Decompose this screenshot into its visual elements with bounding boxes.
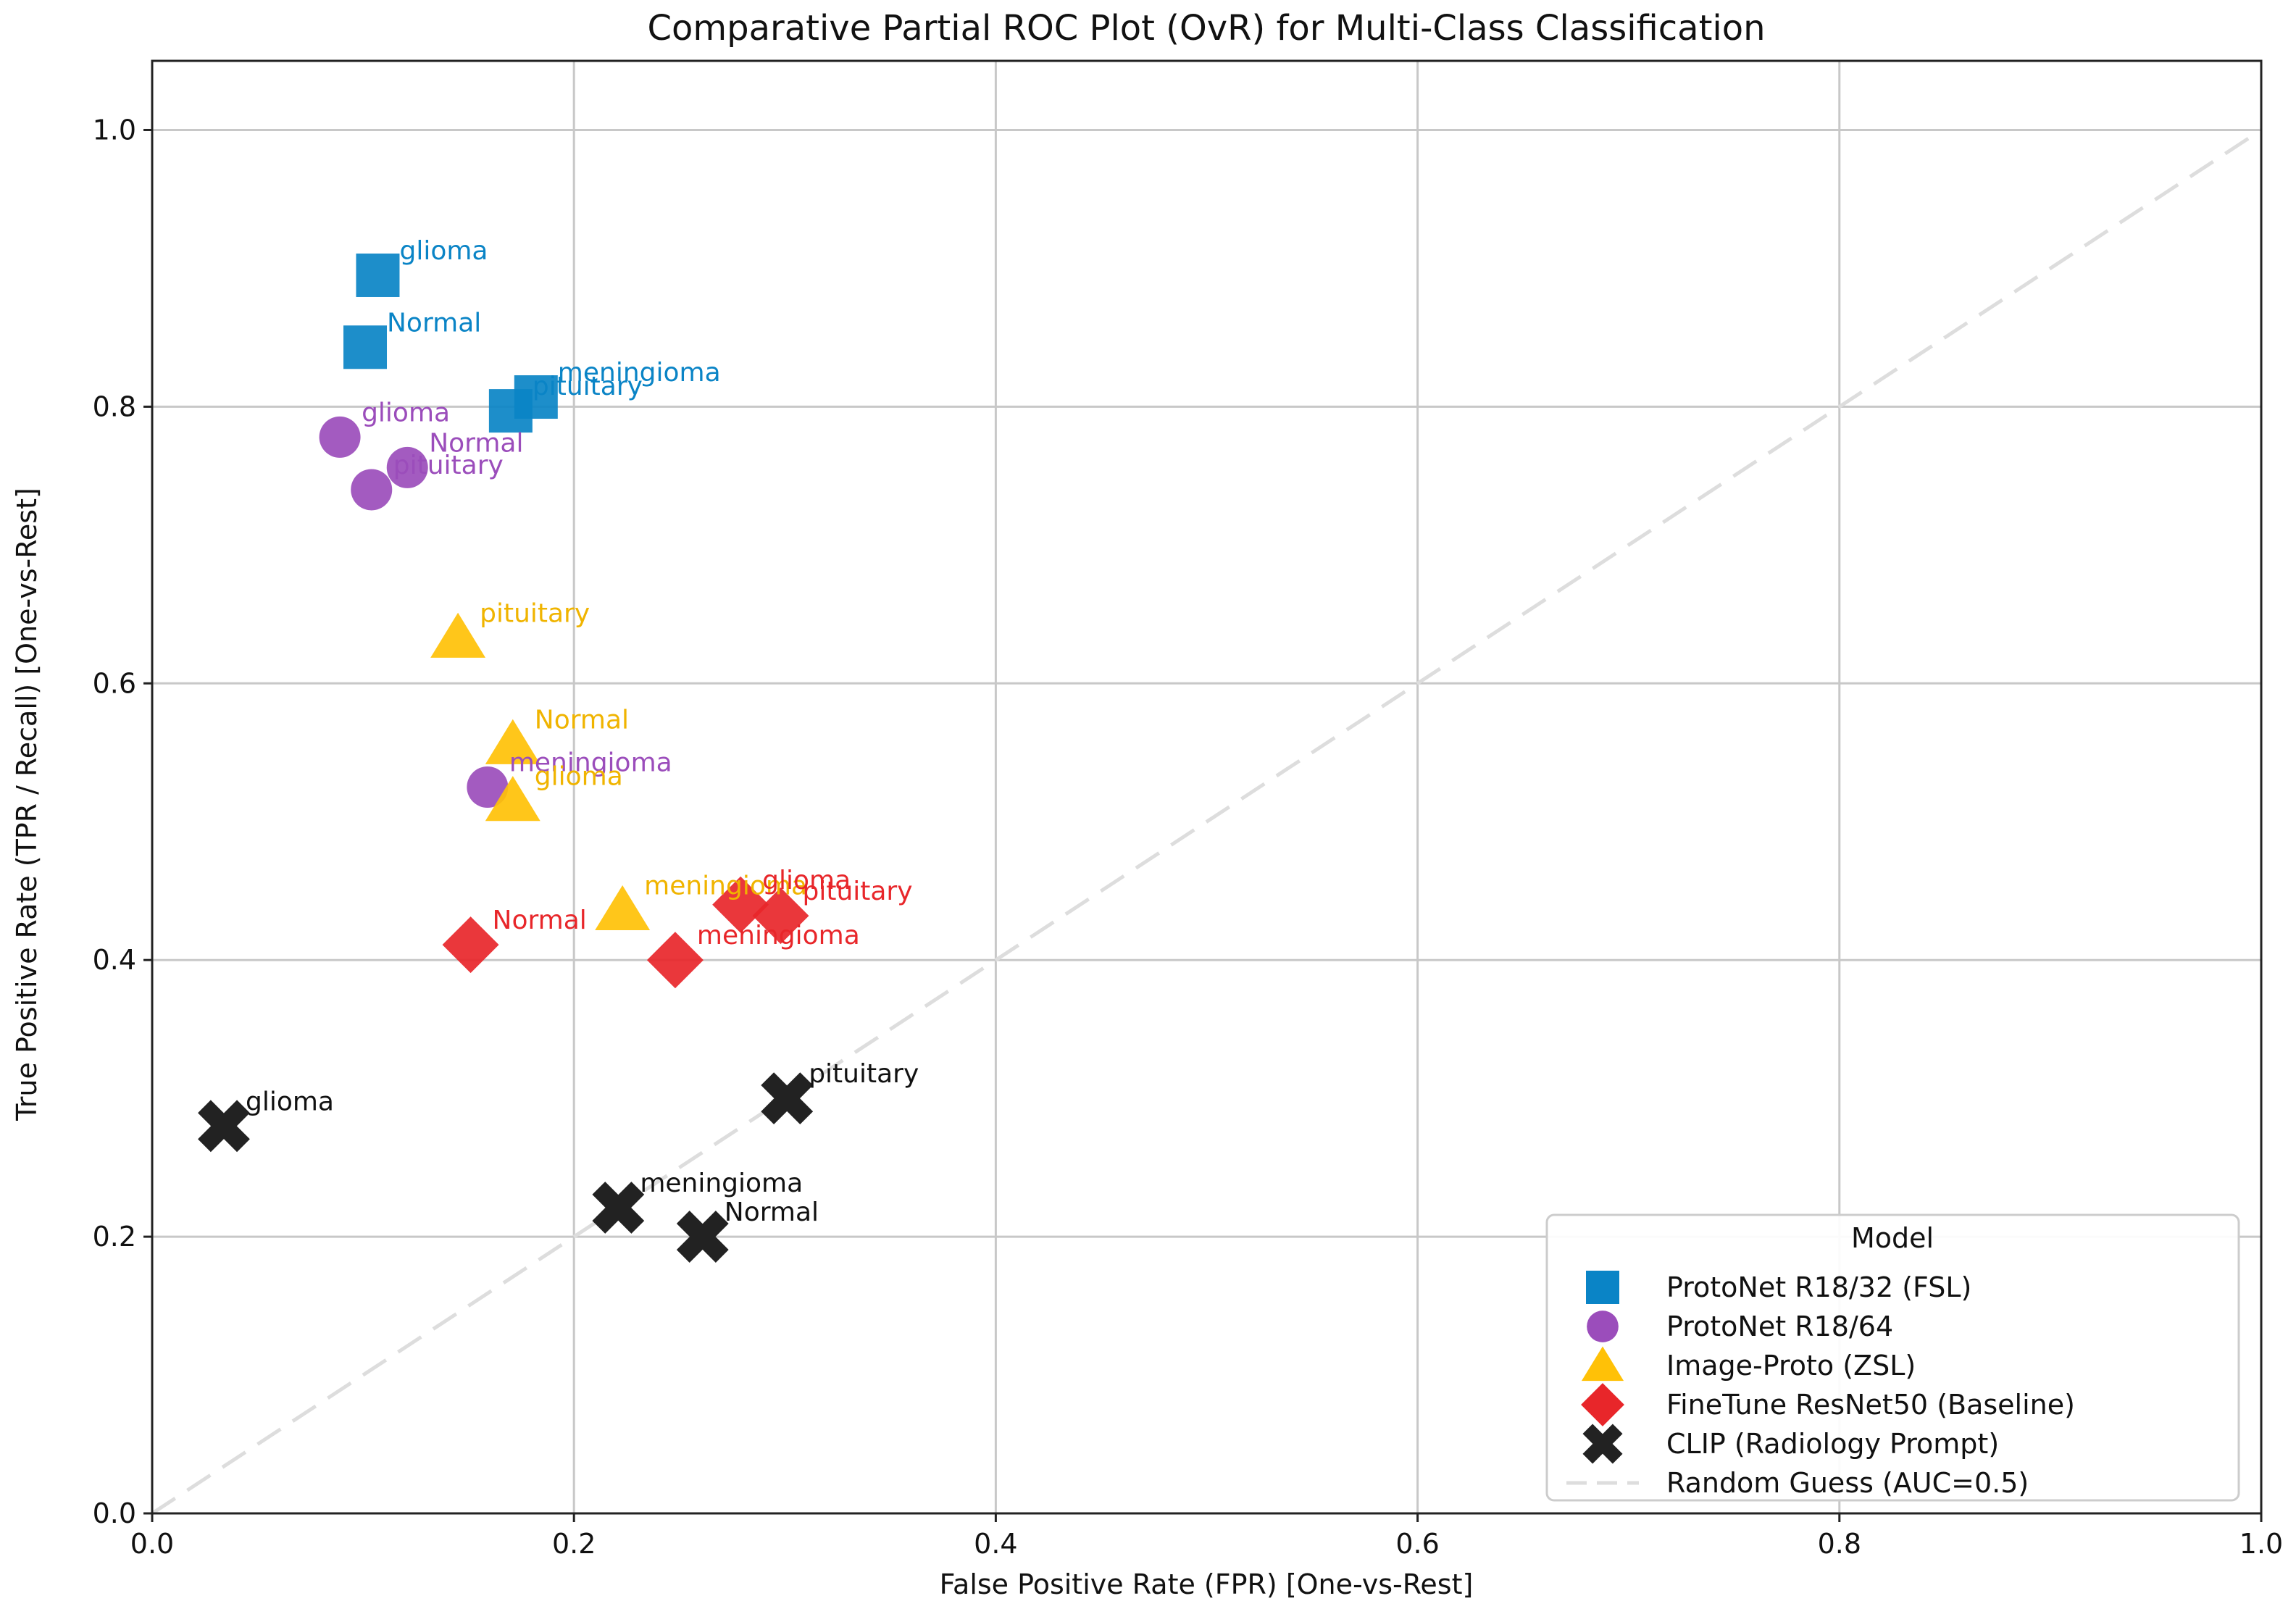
x-tick-label: 0.4	[974, 1528, 1017, 1560]
point-label: meningioma	[644, 871, 807, 900]
legend-label: Image-Proto (ZSL)	[1666, 1350, 1916, 1382]
x-marker	[198, 1100, 250, 1153]
point-labels: gliomaNormalmeningiomapituitarygliomaNor…	[246, 236, 919, 1227]
circle-marker	[386, 446, 428, 488]
point-label: pituitary	[393, 451, 504, 480]
square-marker	[488, 389, 533, 433]
point-label: glioma	[399, 236, 488, 266]
chart-title: Comparative Partial ROC Plot (OvR) for M…	[647, 8, 1765, 49]
y-tick-label: 0.6	[93, 667, 136, 699]
y-tick-label: 0.4	[93, 944, 136, 976]
y-tick-label: 0.0	[93, 1497, 136, 1529]
point-label: Normal	[535, 705, 629, 735]
x-marker	[676, 1211, 729, 1263]
legend-label: CLIP (Radiology Prompt)	[1666, 1428, 1999, 1460]
legend-square-marker	[1586, 1271, 1619, 1304]
circle-marker	[319, 416, 361, 458]
diamond-marker	[712, 876, 769, 933]
point-label: pituitary	[480, 598, 590, 628]
x-tick-label: 0.8	[1818, 1528, 1861, 1560]
square-marker	[356, 253, 400, 297]
triangle-marker	[430, 612, 486, 658]
y-tick-label: 0.2	[93, 1221, 136, 1253]
plot-frame	[151, 59, 2263, 1515]
diamond-marker	[646, 932, 704, 989]
legend-box	[1545, 1213, 2240, 1502]
point-label: meningioma	[697, 921, 860, 950]
point-label: pituitary	[802, 877, 912, 906]
point-label: meningioma	[640, 1169, 803, 1198]
triangle-marker	[595, 885, 651, 931]
circle-marker	[351, 469, 393, 511]
point-label: glioma	[362, 398, 450, 427]
point-label: Normal	[387, 308, 481, 338]
x-tick-label: 0.0	[130, 1528, 174, 1560]
x-tick-label: 0.6	[1395, 1528, 1439, 1560]
x-marker	[761, 1072, 814, 1125]
x-tick-label: 1.0	[2239, 1528, 2283, 1560]
axis-ticks: 0.0 0.2 0.4 0.6 0.8 1.0 0.0 0.2 0.4 0.6 0.8 1.0	[93, 114, 2284, 1560]
point-label: Normal	[493, 906, 587, 935]
triangle-marker	[485, 776, 540, 822]
circle-marker	[467, 766, 509, 808]
legend-circle-marker	[1587, 1311, 1619, 1342]
legend-title: Model	[1851, 1222, 1934, 1254]
point-label: meningioma	[509, 748, 672, 778]
legend-diamond-marker	[1581, 1383, 1624, 1426]
legend-label: ProtoNet R18/64	[1666, 1311, 1893, 1342]
point-label: pituitary	[809, 1059, 919, 1089]
data-points	[198, 253, 814, 1263]
legend-label: FineTune ResNet50 (Baseline)	[1666, 1389, 2075, 1421]
random-guess-line	[151, 128, 2263, 1516]
legend: Model ProtoNet R18/32 (FSL)ProtoNet R18/…	[1545, 1213, 2240, 1502]
point-label: meningioma	[558, 358, 721, 388]
x-marker	[592, 1182, 645, 1234]
y-tick-label: 1.0	[93, 114, 136, 146]
x-tick-label: 0.2	[552, 1528, 596, 1560]
triangle-marker	[485, 719, 540, 764]
diamond-marker	[752, 887, 809, 945]
legend-label: ProtoNet R18/32 (FSL)	[1666, 1271, 1971, 1303]
point-label: pituitary	[533, 372, 643, 401]
point-label: Normal	[725, 1198, 819, 1227]
legend-x-marker	[1582, 1424, 1623, 1464]
square-marker	[343, 325, 388, 369]
point-label: glioma	[762, 866, 851, 895]
y-tick-label: 0.8	[93, 390, 136, 422]
point-label: Normal	[429, 428, 523, 458]
point-label: glioma	[246, 1087, 334, 1116]
legend-items: ProtoNet R18/32 (FSL) ProtoNet R18/64 Imag…	[1566, 1271, 2075, 1499]
point-label: glioma	[535, 762, 623, 792]
x-axis-label: False Positive Rate (FPR) [One-vs-Rest]	[940, 1568, 1474, 1600]
diamond-marker	[442, 916, 499, 974]
y-axis-label: True Positive Rate (TPR / Recall) [One-v…	[11, 488, 43, 1121]
legend-label: Random Guess (AUC=0.5)	[1666, 1467, 2029, 1499]
legend-triangle-marker	[1581, 1346, 1624, 1382]
grid	[151, 61, 2263, 1515]
